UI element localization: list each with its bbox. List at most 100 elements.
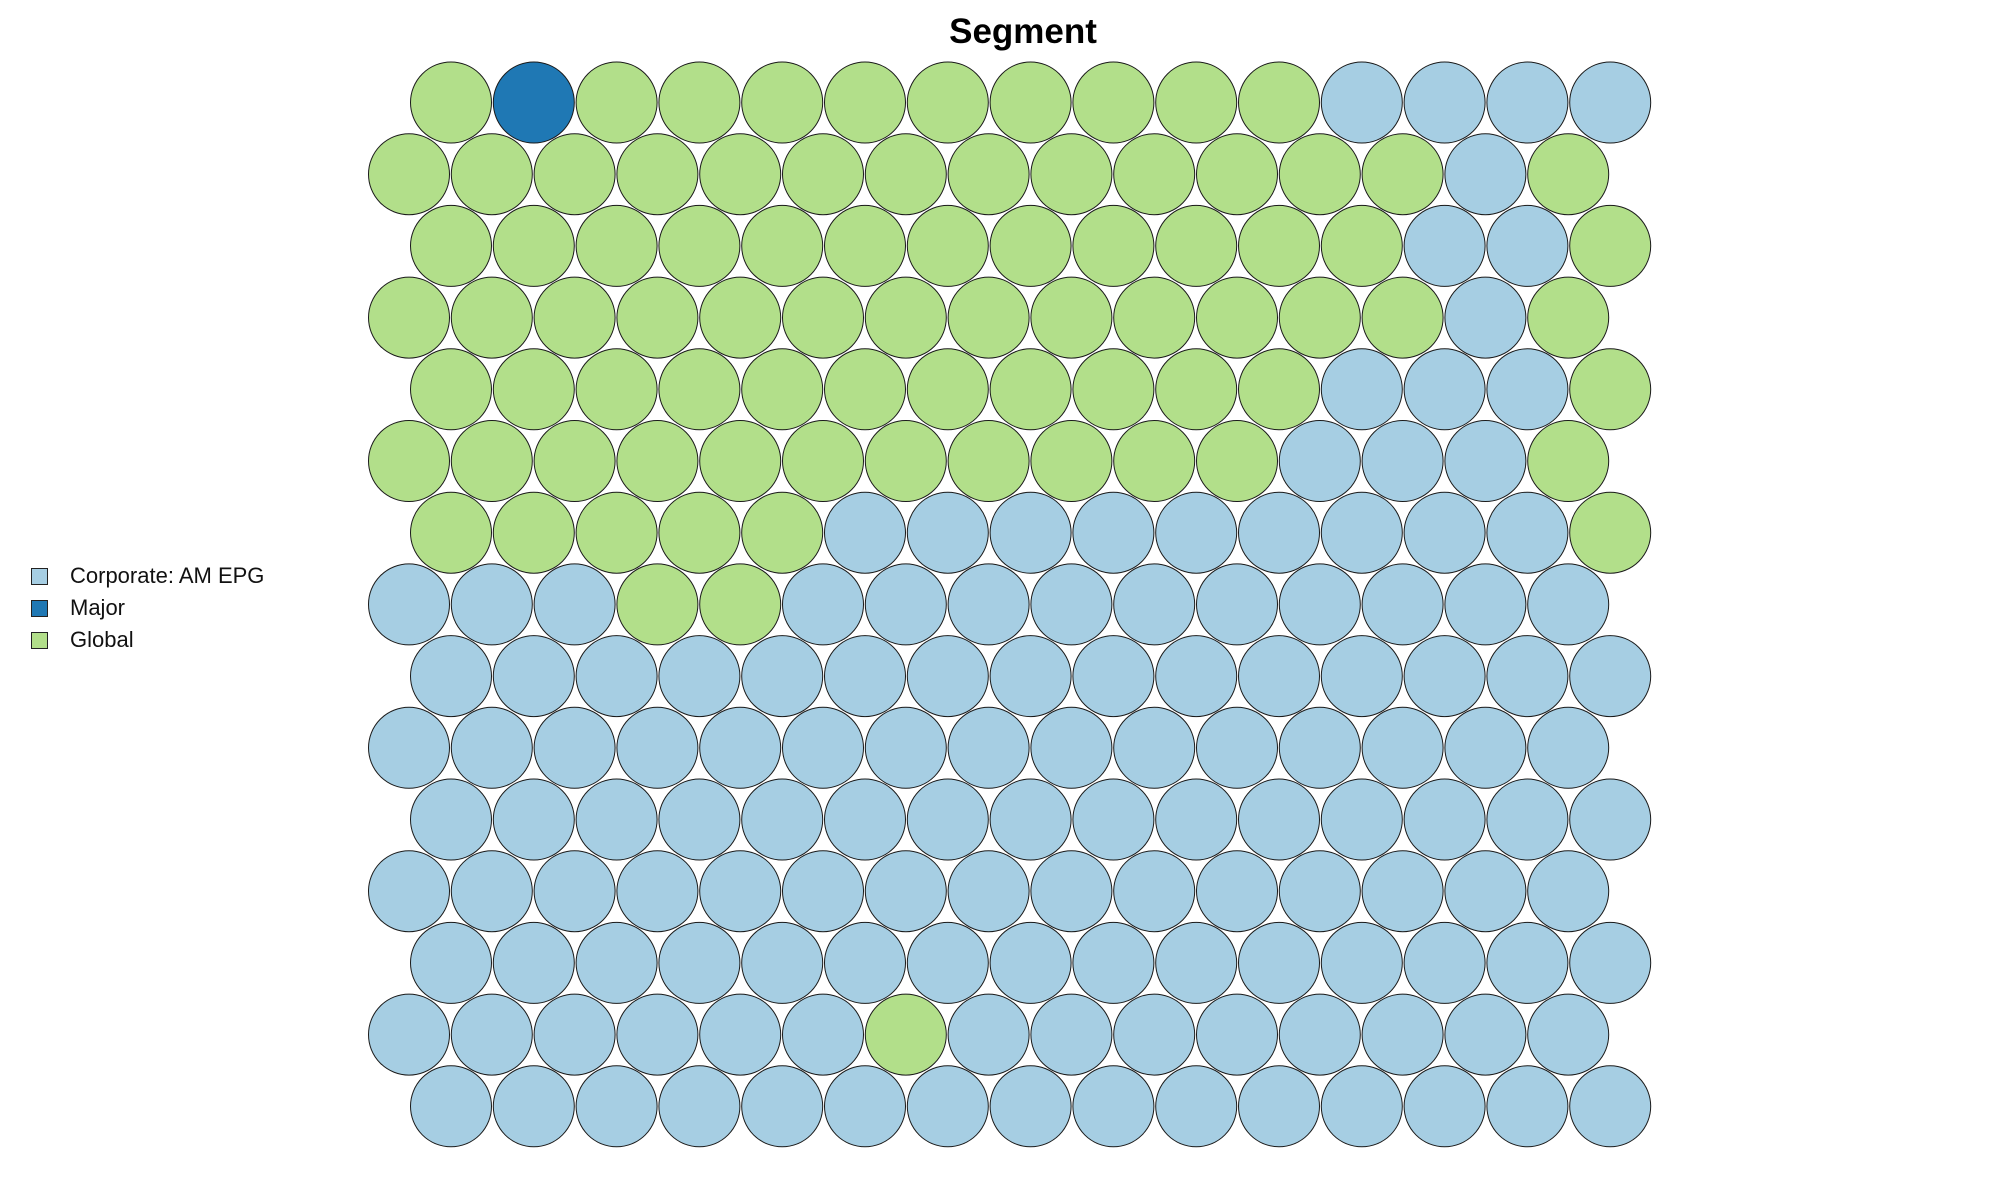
waffle-cell [1238, 61, 1320, 144]
waffle-cell [1072, 921, 1155, 1004]
waffle-cell [616, 420, 699, 502]
waffle-cell [1569, 491, 1652, 574]
legend-label: Corporate: AM EPG [70, 563, 265, 588]
waffle-cell [1527, 420, 1610, 502]
waffle-cell [1196, 706, 1278, 789]
waffle-cell [1030, 133, 1113, 216]
waffle-cell [575, 204, 658, 287]
waffle-cell [616, 706, 699, 789]
waffle-cell [906, 204, 989, 287]
waffle-cell [1403, 1065, 1486, 1148]
waffle-cell [1030, 706, 1113, 789]
waffle-cell [658, 61, 741, 144]
waffle-cell [410, 778, 492, 861]
waffle-cell [1278, 706, 1361, 789]
waffle-cell [368, 706, 450, 789]
waffle-cell [1113, 993, 1196, 1076]
waffle-cell [1196, 133, 1278, 216]
waffle-cell [864, 133, 947, 216]
waffle-cells [368, 61, 1652, 1148]
waffle-cell [492, 61, 575, 144]
waffle-cell [1569, 348, 1652, 431]
waffle-cell [1486, 61, 1569, 144]
waffle-cell [1361, 850, 1444, 933]
waffle-cell [1278, 276, 1361, 359]
waffle-cell [699, 133, 782, 216]
waffle-cell [1030, 563, 1113, 646]
waffle-cell [864, 706, 947, 789]
waffle-cell [1278, 133, 1361, 216]
waffle-cell [368, 993, 450, 1076]
waffle-cell [782, 133, 864, 216]
waffle-cell [575, 778, 658, 861]
waffle-cell [1444, 276, 1527, 359]
waffle-cell [741, 1065, 824, 1148]
waffle-cell [658, 491, 741, 574]
waffle-cell [1486, 778, 1569, 861]
legend-label: Major [70, 595, 126, 620]
legend-label: Global [70, 627, 134, 652]
waffle-cell [699, 706, 782, 789]
waffle-cell [575, 61, 658, 144]
waffle-cell [368, 850, 450, 933]
waffle-cell [1278, 563, 1361, 646]
waffle-cell [533, 706, 616, 789]
waffle-cell [1403, 921, 1486, 1004]
waffle-cell [410, 61, 492, 144]
waffle-cell [864, 850, 947, 933]
waffle-cell [492, 778, 575, 861]
waffle-cell [1527, 563, 1610, 646]
chart-title: Segment [949, 12, 1097, 51]
waffle-cell [1486, 204, 1569, 287]
waffle-cell [1403, 635, 1486, 718]
waffle-cell [533, 420, 616, 502]
waffle-cell [782, 706, 864, 789]
waffle-cell [1320, 921, 1403, 1004]
waffle-cell [368, 563, 450, 646]
waffle-cell [1030, 420, 1113, 502]
waffle-cell [533, 563, 616, 646]
waffle-cell [1155, 204, 1238, 287]
waffle-cell [1238, 921, 1320, 1004]
waffle-cell [1444, 420, 1527, 502]
waffle-cell [410, 921, 492, 1004]
waffle-cell [492, 1065, 575, 1148]
waffle-cell [947, 706, 1030, 789]
waffle-cell [824, 1065, 906, 1148]
waffle-cell [450, 850, 533, 933]
waffle-cell [1527, 706, 1610, 789]
waffle-cell [533, 276, 616, 359]
waffle-cell [1155, 635, 1238, 718]
waffle-cell [699, 276, 782, 359]
waffle-cell [1320, 204, 1403, 287]
waffle-cell [741, 635, 824, 718]
waffle-cell [699, 993, 782, 1076]
legend: Corporate: AM EPG Major Global [31, 560, 264, 656]
waffle-cell [450, 133, 533, 216]
waffle-cell [410, 635, 492, 718]
waffle-cell [824, 635, 906, 718]
waffle-cell [1196, 276, 1278, 359]
waffle-cell [1403, 204, 1486, 287]
waffle-cell [368, 420, 450, 502]
waffle-cell [1527, 276, 1610, 359]
waffle-cell [492, 921, 575, 1004]
legend-swatch [31, 599, 48, 617]
waffle-cell [658, 204, 741, 287]
waffle-cell [699, 850, 782, 933]
waffle-cell [906, 491, 989, 574]
waffle-cell [575, 635, 658, 718]
legend-item-global: Global [31, 624, 264, 656]
waffle-cell [1403, 61, 1486, 144]
waffle-cell [616, 850, 699, 933]
legend-swatch [31, 631, 48, 649]
waffle-cell [492, 348, 575, 431]
waffle-cell [368, 276, 450, 359]
waffle-cell [864, 276, 947, 359]
waffle-cell [947, 850, 1030, 933]
waffle-cell [658, 635, 741, 718]
waffle-cell [616, 563, 699, 646]
waffle-cell [1238, 348, 1320, 431]
waffle-cell [1320, 635, 1403, 718]
